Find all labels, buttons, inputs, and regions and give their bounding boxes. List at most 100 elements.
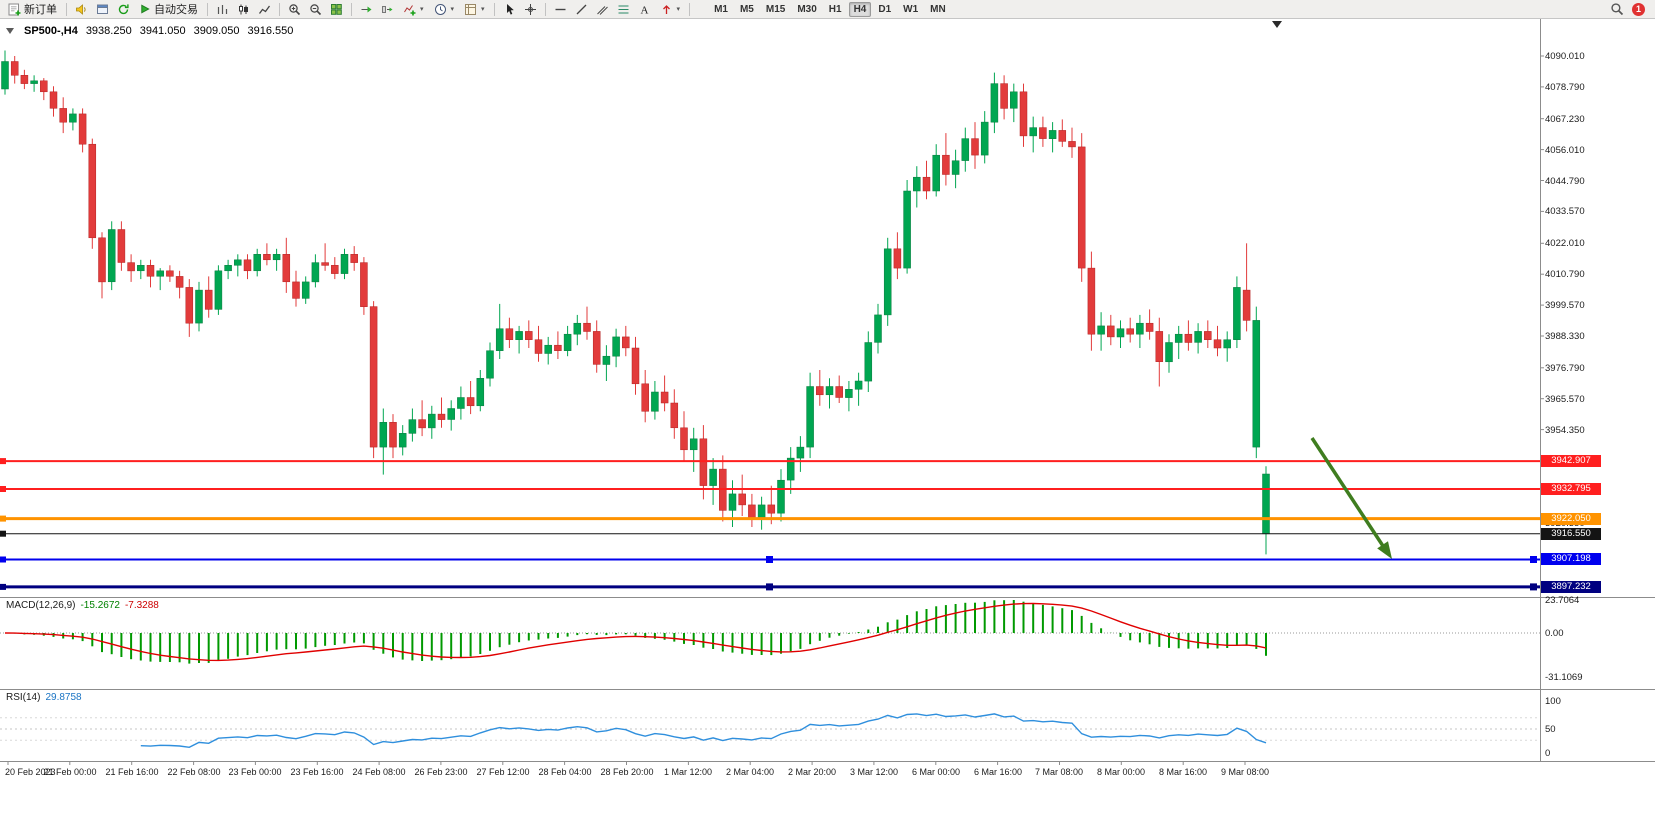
fibonacci-tool-button[interactable] [614,1,633,18]
rsi-axis-label: 100 [1545,696,1561,707]
trendline-tool-button[interactable] [572,1,591,18]
current-price-line-left-marker[interactable] [0,530,6,537]
time-axis-label: 2 Mar 04:00 [725,767,775,777]
new-order-button[interactable]: 新订单 [4,1,61,18]
price-axis-label: 4056.010 [1545,145,1585,156]
navy-support-line-handle[interactable] [1530,583,1537,591]
resistance-line-2-left-marker[interactable] [0,486,6,492]
cursor-icon [503,3,516,16]
timeframe-M30[interactable]: M30 [797,3,817,15]
toolbar-right-group: 1 [1610,2,1651,16]
green-arrow-annotation[interactable] [1310,437,1392,559]
horizontal-line-icon [554,3,567,16]
dropdown-caret[interactable] [677,5,681,13]
text-icon: A [638,3,651,16]
indicators-button[interactable] [399,1,428,18]
alerts-button[interactable] [72,1,91,18]
channel-tool-button[interactable] [593,1,612,18]
blue-support-line-handle[interactable] [766,556,773,563]
macd-panel-label: MACD(12,26,9) -15.2672 -7.3288 [6,600,159,611]
time-axis-label: 23 Feb 00:00 [228,767,282,777]
ohlc-high: 3941.050 [139,25,186,37]
new-order-icon [8,3,21,16]
toolbar-separator [351,2,352,16]
new-order-label: 新订单 [24,4,57,16]
rsi-title: RSI(14) [6,692,41,703]
blue-support-line-left-marker[interactable] [0,556,6,563]
toolbar-separator [544,2,546,16]
current-price-line-price-tag: 3916.550 [1541,528,1601,540]
toolbar-separator [689,2,691,16]
bar-chart-icon [216,3,229,16]
timeframe-H1[interactable]: H1 [828,3,842,15]
refresh-button[interactable] [114,1,133,18]
time-axis-label: 21 Feb 00:00 [43,767,97,777]
arrows-tool-button[interactable] [656,1,685,18]
zoom-in-button[interactable] [285,1,304,18]
cursor-button[interactable] [500,1,519,18]
periods-button[interactable] [430,1,459,18]
tile-windows-button[interactable] [327,1,346,18]
candlestick-chart-button[interactable] [234,1,253,18]
auto-scroll-button[interactable] [357,1,376,18]
chart-shift-button[interactable] [378,1,397,18]
chart-shift-icon [381,3,394,16]
chart-canvas [0,19,1655,765]
macd-value: -15.2672 [80,600,120,611]
channel-icon [596,3,609,16]
one-click-trading-toggle[interactable] [6,28,14,34]
dropdown-caret[interactable] [420,5,424,13]
toolbar-separator [493,2,495,16]
macd-axis-label: 0.00 [1545,628,1564,639]
navy-support-line-handle[interactable] [766,583,773,591]
horn-icon [75,3,88,16]
orange-level-line-left-marker[interactable] [0,515,6,522]
zoom-out-button[interactable] [306,1,325,18]
rsi-axis-label: 0 [1545,748,1551,759]
toolbar: 新订单 自动交易 A M1 M5 M15 M30 H1 H4 D1 W1 MN 1 [0,0,1655,19]
time-axis-label: 6 Mar 00:00 [911,767,961,777]
time-axis-label: 22 Feb 08:00 [167,767,221,777]
candlestick-icon [237,3,250,16]
time-axis-label: 6 Mar 16:00 [973,767,1023,777]
chart-area[interactable]: SP500-,H4 3938.250 3941.050 3909.050 391… [0,19,1655,823]
search-icon[interactable] [1610,2,1624,16]
dropdown-caret[interactable] [481,5,485,13]
macd-axis-label: 23.7064 [1545,595,1580,606]
bar-chart-button[interactable] [213,1,232,18]
timeframe-MN[interactable]: MN [930,3,946,15]
crosshair-button[interactable] [521,1,540,18]
auto-trading-label: 自动交易 [154,4,198,16]
text-tool-button[interactable]: A [635,1,654,18]
time-axis-ticks [7,761,1246,765]
horizontal-line-tool-button[interactable] [551,1,570,18]
blue-support-line-handle[interactable] [1530,556,1537,563]
time-axis-label: 28 Feb 04:00 [538,767,592,777]
resistance-line-1-left-marker[interactable] [0,458,6,465]
market-watch-button[interactable] [93,1,112,18]
chart-shift-marker[interactable] [1272,21,1282,28]
navy-support-line-left-marker[interactable] [0,583,6,590]
notifications-badge[interactable]: 1 [1632,2,1645,16]
refresh-icon [117,3,130,16]
price-axis-label: 4022.010 [1545,238,1585,249]
templates-button[interactable] [460,1,489,18]
timeframe-M1[interactable]: M1 [714,3,728,15]
time-axis-label: 20 Feb 2023 [5,767,56,777]
trendline-icon [575,3,588,16]
timeframe-M15[interactable]: M15 [765,3,786,15]
timeframe-D1[interactable]: D1 [878,3,892,15]
autotrading-play-icon [139,3,151,15]
line-chart-button[interactable] [255,1,274,18]
macd-title: MACD(12,26,9) [6,600,76,611]
resistance-line-2-price-tag: 3932.795 [1541,483,1601,495]
timeframe-W1[interactable]: W1 [903,3,919,15]
macd-axis-label: -31.1069 [1545,672,1583,683]
timeframe-M5[interactable]: M5 [739,3,754,15]
price-axis-label: 3988.330 [1545,331,1585,342]
toolbar-separator [207,2,208,16]
timeframe-H4[interactable]: H4 [848,1,872,17]
auto-trading-button[interactable]: 自动交易 [135,1,202,18]
ohlc-close: 3916.550 [247,25,294,37]
dropdown-caret[interactable] [451,5,455,13]
